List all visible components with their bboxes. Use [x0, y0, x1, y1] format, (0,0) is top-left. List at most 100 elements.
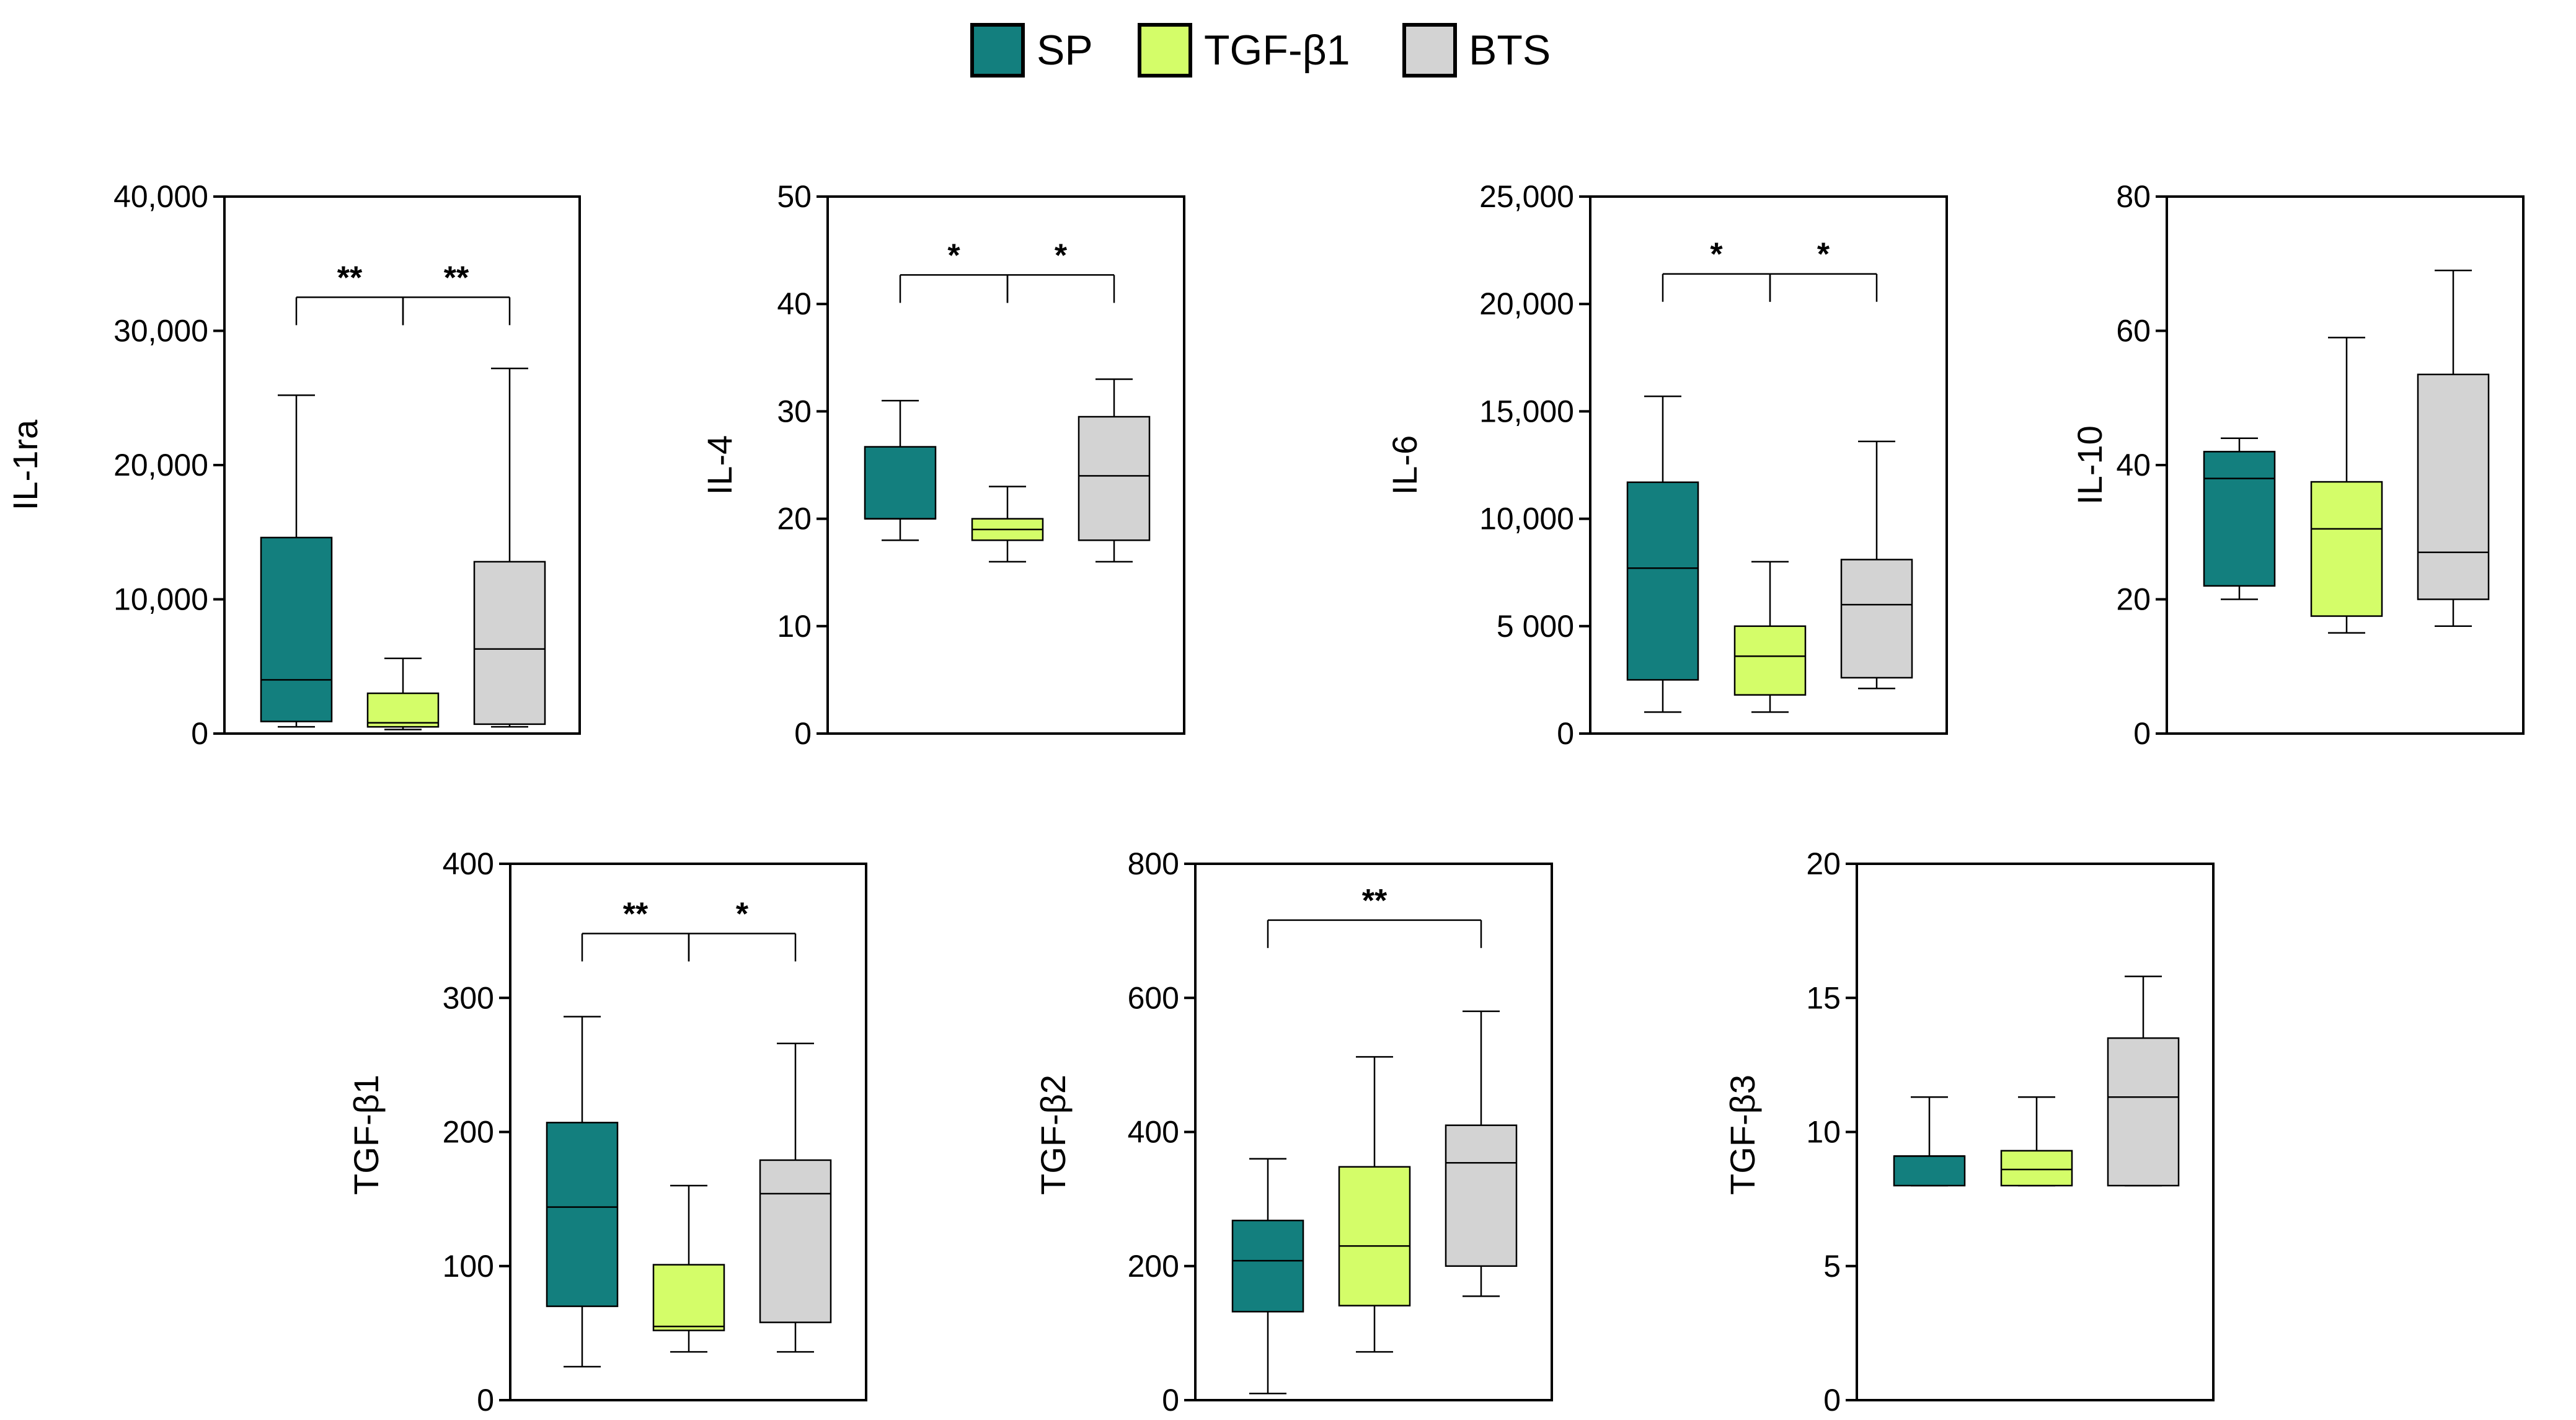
iqr-box-il-1ra-tgf-1 [366, 692, 440, 728]
y-tick-label-il-4-3: 30 [777, 394, 812, 428]
panel-il-4: 0 10 20 30 40 50 IL-4 * * [700, 179, 1185, 751]
box-tgf-2-sp [1231, 1158, 1304, 1395]
panel-il-1ra: 0 10,000 20,000 30,000 40,000 IL-1ra ** ** [6, 179, 581, 751]
significance-label-il-6-0: * [1710, 237, 1723, 273]
box-il-10-sp [2203, 437, 2276, 600]
y-tick-label-tgf-1-2: 200 [443, 1115, 494, 1150]
legend-label-sp: SP [1037, 27, 1093, 74]
legend-item-sp: SP [970, 23, 1093, 78]
box-il-4-sp [864, 399, 937, 541]
iqr-box-il-4-sp [864, 446, 937, 520]
y-tick-label-il-4-5: 50 [777, 179, 812, 214]
significance-bracket-il-1ra-1: ** [402, 260, 511, 326]
iqr-box-il-10-tgf-1 [2310, 481, 2383, 617]
iqr-box-il-1ra-bts [473, 561, 546, 726]
box-il-10-bts [2417, 269, 2490, 628]
legend-swatch-tgf-1 [1138, 23, 1192, 78]
significance-bracket-tgf-2-0: ** [1267, 883, 1482, 948]
box-tgf-2-tgf-1 [1338, 1056, 1411, 1353]
significance-bracket-tgf-1-0: ** [581, 896, 690, 962]
box-tgf-1-bts [759, 1042, 832, 1353]
y-tick-label-il-6-3: 15,000 [1479, 394, 1574, 428]
y-tick-label-il-1ra-0: 0 [191, 716, 208, 751]
iqr-box-tgf-1-bts [759, 1159, 832, 1323]
box-tgf-2-bts [1445, 1010, 1518, 1297]
box-il-6-bts [1840, 440, 1913, 690]
iqr-box-tgf-3-sp [1893, 1155, 1966, 1187]
box-il-6-tgf-1 [1733, 561, 1807, 713]
legend: SP TGF-β1 BTS [970, 23, 1551, 78]
y-tick-label-tgf-2-1: 200 [1128, 1249, 1179, 1284]
y-tick-label-il-4-4: 40 [777, 286, 812, 321]
y-axis-label-tgf-1: TGF-β1 [347, 1075, 386, 1195]
y-tick-label-il-6-5: 25,000 [1479, 179, 1574, 214]
y-tick-label-tgf-2-3: 600 [1128, 980, 1179, 1015]
y-tick-label-tgf-1-3: 300 [443, 980, 494, 1015]
box-il-4-tgf-1 [971, 486, 1044, 563]
y-tick-label-il-10-0: 0 [2133, 716, 2151, 751]
box-il-1ra-tgf-1 [366, 657, 440, 730]
significance-label-il-1ra-1: ** [444, 260, 469, 296]
iqr-box-tgf-1-sp [546, 1122, 619, 1307]
box-tgf-3-bts [2107, 975, 2180, 1187]
significance-label-il-4-1: * [1055, 237, 1068, 273]
y-tick-label-il-4-0: 0 [794, 716, 812, 751]
significance-label-il-1ra-0: ** [337, 260, 363, 296]
iqr-box-il-1ra-sp [260, 536, 333, 722]
y-axis-label-il-1ra: IL-1ra [6, 419, 45, 510]
y-tick-label-il-10-3: 60 [2116, 314, 2151, 348]
significance-bracket-il-4-1: * [1006, 237, 1115, 303]
panel-tgf-3: 0 5 10 15 20 TGF-β3 [1723, 846, 2215, 1418]
y-axis-label-tgf-3: TGF-β3 [1723, 1075, 1762, 1195]
panel-il-6: 0 5 000 10,000 15,000 20,000 25,000 IL-6 * * [1385, 179, 1948, 751]
y-axis-label-il-4: IL-4 [700, 435, 739, 495]
y-tick-label-il-10-1: 20 [2116, 582, 2151, 617]
iqr-box-tgf-2-sp [1231, 1219, 1304, 1313]
y-tick-label-il-10-2: 40 [2116, 448, 2151, 482]
significance-bracket-tgf-1-1: * [688, 896, 797, 962]
box-il-1ra-bts [473, 367, 546, 728]
y-tick-label-il-4-2: 20 [777, 502, 812, 536]
y-tick-label-il-1ra-4: 40,000 [113, 179, 208, 214]
iqr-box-tgf-3-bts [2107, 1037, 2180, 1187]
y-tick-label-tgf-3-1: 5 [1823, 1249, 1841, 1284]
iqr-box-il-6-tgf-1 [1733, 625, 1807, 696]
y-tick-label-tgf-1-4: 400 [443, 846, 494, 881]
panel-il-10: 0 20 40 60 80 IL-10 [2070, 179, 2525, 751]
significance-bracket-il-6-1: * [1769, 237, 1878, 302]
iqr-box-il-6-bts [1840, 559, 1913, 679]
significance-label-tgf-1-0: ** [623, 896, 648, 932]
y-tick-label-tgf-2-0: 0 [1162, 1383, 1179, 1418]
iqr-box-tgf-1-tgf-1 [652, 1264, 725, 1331]
y-tick-label-il-6-4: 20,000 [1479, 286, 1574, 321]
y-axis-label-il-6: IL-6 [1385, 435, 1424, 495]
significance-label-tgf-1-1: * [736, 896, 749, 932]
legend-label-tgf-1: TGF-β1 [1204, 27, 1350, 74]
legend-swatch-sp [970, 23, 1025, 78]
significance-bracket-il-1ra-0: ** [295, 260, 404, 326]
box-tgf-1-sp [546, 1016, 619, 1368]
plot-frame-il-4 [826, 195, 1185, 735]
legend-label-bts: BTS [1469, 27, 1551, 74]
box-tgf-3-sp [1893, 1096, 1966, 1187]
y-tick-label-il-10-4: 80 [2116, 179, 2151, 214]
box-tgf-1-tgf-1 [652, 1184, 725, 1353]
significance-label-il-4-0: * [947, 237, 960, 273]
plot-frame-il-6 [1589, 195, 1948, 735]
panel-tgf-2: 0 200 400 600 800 TGF-β2 ** [1033, 846, 1553, 1418]
iqr-box-tgf-2-tgf-1 [1338, 1166, 1411, 1307]
significance-label-tgf-2-0: ** [1362, 883, 1388, 919]
iqr-box-tgf-3-tgf-1 [2000, 1150, 2073, 1187]
significance-label-il-6-1: * [1817, 237, 1830, 273]
iqr-box-il-6-sp [1626, 481, 1699, 681]
box-il-10-tgf-1 [2310, 337, 2383, 634]
legend-item-tgf-1: TGF-β1 [1138, 23, 1350, 78]
y-tick-label-il-6-2: 10,000 [1479, 502, 1574, 536]
y-tick-label-tgf-2-2: 400 [1128, 1115, 1179, 1150]
y-tick-label-tgf-1-1: 100 [443, 1249, 494, 1284]
significance-bracket-il-6-0: * [1662, 237, 1771, 302]
y-tick-label-il-6-0: 0 [1557, 716, 1574, 751]
y-tick-label-tgf-3-2: 10 [1806, 1115, 1841, 1150]
y-tick-label-il-1ra-2: 20,000 [113, 448, 208, 482]
